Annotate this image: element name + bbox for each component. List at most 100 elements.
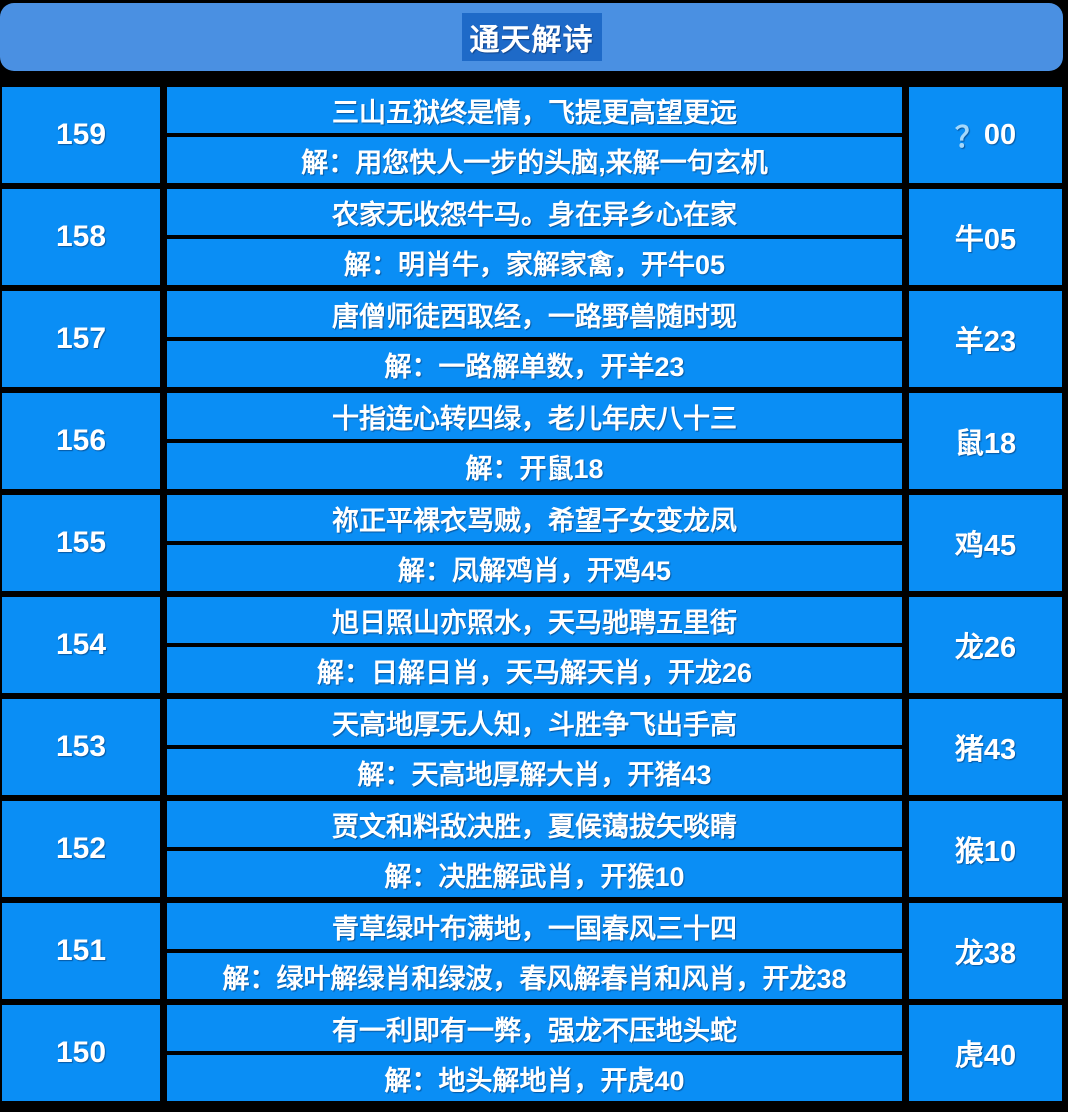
period-number: 156 bbox=[55, 424, 107, 457]
table-row: 156 十指连心转四绿，老儿年庆八十三 解：开鼠18 鼠18 bbox=[2, 393, 1062, 489]
period-cell: 151 bbox=[2, 903, 160, 999]
answer-cell: 龙38 bbox=[909, 903, 1062, 999]
answer-text: 鸡45 bbox=[954, 530, 1017, 562]
answer-cell: 虎40 bbox=[909, 1005, 1062, 1101]
poem-cell: 天高地厚无人知，斗胜争飞出手高 bbox=[167, 699, 902, 745]
jie-text: 解：地头解地肖，开虎40 bbox=[384, 1065, 685, 1096]
jie-cell: 解：地头解地肖，开虎40 bbox=[167, 1055, 902, 1101]
poem-cell: 贾文和料敌决胜，夏候蔼拔矢啖睛 bbox=[167, 801, 902, 847]
answer-cell: 羊23 bbox=[909, 291, 1062, 387]
answer-cell: 猪43 bbox=[909, 699, 1062, 795]
jie-text: 解：绿叶解绿肖和绿波，春风解春肖和风肖，开龙38 bbox=[222, 963, 847, 994]
poem-cell: 青草绿叶布满地，一国春风三十四 bbox=[167, 903, 902, 949]
period-cell: 158 bbox=[2, 189, 160, 285]
answer-text: 羊23 bbox=[954, 326, 1017, 358]
jie-cell: 解：一路解单数，开羊23 bbox=[167, 341, 902, 387]
poem-column: 贾文和料敌决胜，夏候蔼拔矢啖睛 解：决胜解武肖，开猴10 bbox=[167, 801, 902, 897]
period-cell: 156 bbox=[2, 393, 160, 489]
jie-text: 解：凤解鸡肖，开鸡45 bbox=[397, 555, 672, 586]
period-cell: 157 bbox=[2, 291, 160, 387]
answer-text: 虎40 bbox=[954, 1040, 1017, 1072]
poem-column: 天高地厚无人知，斗胜争飞出手高 解：天高地厚解大肖，开猪43 bbox=[167, 699, 902, 795]
answer-text: 猪43 bbox=[954, 734, 1017, 766]
period-cell: 159 bbox=[2, 87, 160, 183]
jie-text: 解：开鼠18 bbox=[465, 453, 604, 484]
period-number: 159 bbox=[55, 118, 107, 151]
poem-column: 青草绿叶布满地，一国春风三十四 解：绿叶解绿肖和绿波，春风解春肖和风肖，开龙38 bbox=[167, 903, 902, 999]
jie-cell: 解：开鼠18 bbox=[167, 443, 902, 489]
poem-cell: 有一利即有一弊，强龙不压地头蛇 bbox=[167, 1005, 902, 1051]
answer-pending-mark: ？ bbox=[954, 122, 984, 154]
poem-cell: 旭日照山亦照水，天马驰聘五里街 bbox=[167, 597, 902, 643]
period-number: 157 bbox=[55, 322, 107, 355]
header-bar: 通天解诗 bbox=[0, 3, 1063, 71]
answer-text: 牛05 bbox=[954, 224, 1017, 256]
table: 159 三山五狱终是情，飞提更高望更远 解：用您快人一步的头脑,来解一句玄机 ？… bbox=[0, 87, 1068, 1101]
answer-cell: 鸡45 bbox=[909, 495, 1062, 591]
table-row: 159 三山五狱终是情，飞提更高望更远 解：用您快人一步的头脑,来解一句玄机 ？… bbox=[2, 87, 1062, 183]
jie-text: 解：明肖牛，家解家禽，开牛05 bbox=[343, 249, 726, 280]
answer-cell: ？ 00 bbox=[909, 87, 1062, 183]
answer-cell: 龙26 bbox=[909, 597, 1062, 693]
poem-text: 三山五狱终是情，飞提更高望更远 bbox=[332, 97, 737, 128]
jie-cell: 解：用您快人一步的头脑,来解一句玄机 bbox=[167, 137, 902, 183]
poem-column: 有一利即有一弊，强龙不压地头蛇 解：地头解地肖，开虎40 bbox=[167, 1005, 902, 1101]
answer-text: 00 bbox=[983, 118, 1017, 151]
poem-cell: 农家无收怨牛马。身在异乡心在家 bbox=[167, 189, 902, 235]
poem-cell: 唐僧师徒西取经，一路野兽随时现 bbox=[167, 291, 902, 337]
poem-cell: 十指连心转四绿，老儿年庆八十三 bbox=[167, 393, 902, 439]
table-row: 154 旭日照山亦照水，天马驰聘五里街 解：日解日肖，天马解天肖，开龙26 龙2… bbox=[2, 597, 1062, 693]
period-cell: 154 bbox=[2, 597, 160, 693]
answer-text: 龙38 bbox=[954, 938, 1017, 970]
poem-text: 有一利即有一弊，强龙不压地头蛇 bbox=[332, 1015, 737, 1046]
jie-text: 解：决胜解武肖，开猴10 bbox=[384, 861, 685, 892]
period-cell: 155 bbox=[2, 495, 160, 591]
poem-column: 祢正平裸衣骂贼，希望子女变龙凤 解：凤解鸡肖，开鸡45 bbox=[167, 495, 902, 591]
period-number: 151 bbox=[55, 934, 107, 967]
table-row: 157 唐僧师徒西取经，一路野兽随时现 解：一路解单数，开羊23 羊23 bbox=[2, 291, 1062, 387]
period-number: 150 bbox=[55, 1036, 107, 1069]
poem-text: 唐僧师徒西取经，一路野兽随时现 bbox=[332, 301, 737, 332]
jie-text: 解：一路解单数，开羊23 bbox=[384, 351, 685, 382]
period-number: 152 bbox=[55, 832, 107, 865]
poem-text: 十指连心转四绿，老儿年庆八十三 bbox=[332, 403, 737, 434]
poem-column: 十指连心转四绿，老儿年庆八十三 解：开鼠18 bbox=[167, 393, 902, 489]
jie-cell: 解：天高地厚解大肖，开猪43 bbox=[167, 749, 902, 795]
jie-text: 解：用您快人一步的头脑,来解一句玄机 bbox=[301, 147, 768, 178]
answer-cell: 牛05 bbox=[909, 189, 1062, 285]
table-row: 153 天高地厚无人知，斗胜争飞出手高 解：天高地厚解大肖，开猪43 猪43 bbox=[2, 699, 1062, 795]
jie-cell: 解：决胜解武肖，开猴10 bbox=[167, 851, 902, 897]
jie-cell: 解：明肖牛，家解家禽，开牛05 bbox=[167, 239, 902, 285]
table-row: 150 有一利即有一弊，强龙不压地头蛇 解：地头解地肖，开虎40 虎40 bbox=[2, 1005, 1062, 1101]
answer-text: 猴10 bbox=[954, 836, 1017, 868]
poem-column: 旭日照山亦照水，天马驰聘五里街 解：日解日肖，天马解天肖，开龙26 bbox=[167, 597, 902, 693]
poem-text: 天高地厚无人知，斗胜争飞出手高 bbox=[332, 709, 737, 740]
poem-text: 贾文和料敌决胜，夏候蔼拔矢啖睛 bbox=[332, 811, 737, 842]
jie-text: 解：日解日肖，天马解天肖，开龙26 bbox=[316, 657, 753, 688]
poem-cell: 三山五狱终是情，飞提更高望更远 bbox=[167, 87, 902, 133]
period-number: 158 bbox=[55, 220, 107, 253]
table-row: 155 祢正平裸衣骂贼，希望子女变龙凤 解：凤解鸡肖，开鸡45 鸡45 bbox=[2, 495, 1062, 591]
poem-column: 农家无收怨牛马。身在异乡心在家 解：明肖牛，家解家禽，开牛05 bbox=[167, 189, 902, 285]
period-number: 154 bbox=[55, 628, 107, 661]
period-cell: 153 bbox=[2, 699, 160, 795]
period-cell: 152 bbox=[2, 801, 160, 897]
jie-cell: 解：日解日肖，天马解天肖，开龙26 bbox=[167, 647, 902, 693]
poem-text: 旭日照山亦照水，天马驰聘五里街 bbox=[332, 607, 737, 638]
answer-cell: 猴10 bbox=[909, 801, 1062, 897]
poem-column: 三山五狱终是情，飞提更高望更远 解：用您快人一步的头脑,来解一句玄机 bbox=[167, 87, 902, 183]
answer-text: 龙26 bbox=[954, 632, 1017, 664]
jie-cell: 解：绿叶解绿肖和绿波，春风解春肖和风肖，开龙38 bbox=[167, 953, 902, 999]
jie-text: 解：天高地厚解大肖，开猪43 bbox=[357, 759, 712, 790]
poem-text: 青草绿叶布满地，一国春风三十四 bbox=[332, 913, 737, 944]
table-row: 151 青草绿叶布满地，一国春风三十四 解：绿叶解绿肖和绿波，春风解春肖和风肖，… bbox=[2, 903, 1062, 999]
answer-text: 鼠18 bbox=[954, 428, 1017, 460]
period-number: 155 bbox=[55, 526, 107, 559]
poem-text: 农家无收怨牛马。身在异乡心在家 bbox=[332, 199, 737, 230]
poem-text: 祢正平裸衣骂贼，希望子女变龙凤 bbox=[332, 505, 737, 536]
table-row: 158 农家无收怨牛马。身在异乡心在家 解：明肖牛，家解家禽，开牛05 牛05 bbox=[2, 189, 1062, 285]
period-cell: 150 bbox=[2, 1005, 160, 1101]
jie-cell: 解：凤解鸡肖，开鸡45 bbox=[167, 545, 902, 591]
page-title: 通天解诗 bbox=[461, 13, 602, 61]
period-number: 153 bbox=[55, 730, 107, 763]
